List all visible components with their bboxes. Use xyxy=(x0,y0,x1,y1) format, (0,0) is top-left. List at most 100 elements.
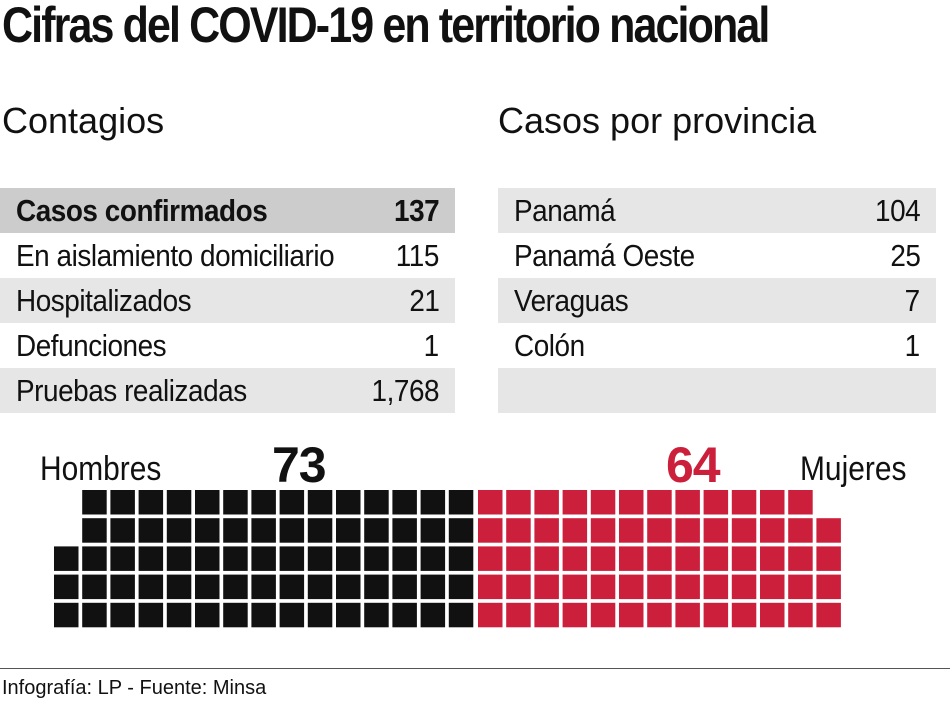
mujeres-square xyxy=(675,602,700,628)
hombres-square xyxy=(279,490,305,515)
footer-divider xyxy=(0,668,950,669)
row-value: 1 xyxy=(423,327,440,363)
hombres-square xyxy=(223,574,248,600)
provincia-table: Panamá 104 Panamá Oeste 25 Veraguas 7 Co… xyxy=(498,188,936,413)
row-label: Pruebas realizadas xyxy=(16,372,247,408)
hombres-count: 73 xyxy=(272,437,327,493)
hombres-square xyxy=(54,602,79,628)
row-label: Casos confirmados xyxy=(16,192,268,228)
mujeres-square xyxy=(675,546,700,571)
hombres-square xyxy=(166,602,192,628)
mujeres-square xyxy=(760,574,785,600)
mujeres-square xyxy=(675,518,700,543)
row-label: Colón xyxy=(514,327,585,363)
mujeres-square xyxy=(590,518,616,543)
table-row: Colón 1 xyxy=(498,323,936,368)
hombres-square xyxy=(138,574,164,600)
mujeres-square xyxy=(703,518,729,543)
mujeres-square xyxy=(731,490,757,515)
mujeres-square xyxy=(534,574,559,600)
mujeres-square xyxy=(506,490,531,515)
hombres-square xyxy=(307,602,333,628)
hombres-square xyxy=(195,574,220,600)
hombres-square xyxy=(82,546,107,571)
mujeres-square xyxy=(562,518,588,543)
row-value: 7 xyxy=(904,282,921,318)
hombres-square xyxy=(448,546,474,571)
hombres-square xyxy=(448,490,474,515)
hombres-square xyxy=(279,602,305,628)
hombres-square xyxy=(110,546,135,571)
row-label: Defunciones xyxy=(16,327,167,363)
hombres-square xyxy=(195,602,220,628)
mujeres-square xyxy=(731,546,757,571)
hombres-square xyxy=(82,518,107,543)
mujeres-square xyxy=(478,518,503,543)
hombres-square xyxy=(251,574,276,600)
table-row: Veraguas 7 xyxy=(498,278,936,323)
mujeres-square xyxy=(478,602,503,628)
hombres-square xyxy=(420,490,446,515)
hombres-square xyxy=(448,574,474,600)
table-row: Casos confirmados 137 xyxy=(0,188,455,233)
mujeres-square xyxy=(647,574,672,600)
hombres-square xyxy=(110,490,135,515)
provincia-title: Casos por provincia xyxy=(498,100,817,141)
hombres-square xyxy=(223,490,248,515)
hombres-square xyxy=(110,518,135,543)
hombres-square xyxy=(138,546,164,571)
mujeres-square xyxy=(478,490,503,515)
hombres-square xyxy=(54,546,79,571)
mujeres-square xyxy=(562,546,588,571)
row-label: Panamá Oeste xyxy=(514,237,695,273)
mujeres-square xyxy=(619,602,644,628)
mujeres-square xyxy=(562,574,588,600)
hombres-square xyxy=(420,574,446,600)
hombres-square xyxy=(307,574,333,600)
hombres-square xyxy=(392,518,417,543)
hombres-square xyxy=(364,546,389,571)
mujeres-square xyxy=(478,546,503,571)
hombres-square xyxy=(166,490,192,515)
hombres-square xyxy=(392,546,417,571)
mujeres-square xyxy=(703,602,729,628)
mujeres-square xyxy=(534,490,559,515)
mujeres-square xyxy=(760,546,785,571)
hombres-square xyxy=(364,602,389,628)
table-row xyxy=(498,368,936,413)
mujeres-square xyxy=(647,546,672,571)
mujeres-square xyxy=(816,602,841,628)
hombres-square xyxy=(336,546,361,571)
hombres-square xyxy=(364,518,389,543)
mujeres-square xyxy=(788,490,813,515)
hombres-label: Hombres xyxy=(40,450,162,488)
hombres-square xyxy=(448,602,474,628)
mujeres-square xyxy=(788,602,813,628)
mujeres-square xyxy=(760,518,785,543)
hombres-square xyxy=(195,490,220,515)
mujeres-square xyxy=(647,518,672,543)
mujeres-square xyxy=(478,574,503,600)
row-value: 21 xyxy=(408,282,440,318)
hombres-square xyxy=(448,518,474,543)
hombres-square xyxy=(336,518,361,543)
row-value: 1,768 xyxy=(371,372,439,408)
mujeres-square xyxy=(590,602,616,628)
mujeres-square xyxy=(731,602,757,628)
mujeres-square xyxy=(506,518,531,543)
table-row: Pruebas realizadas 1,768 xyxy=(0,368,455,413)
mujeres-square xyxy=(816,518,841,543)
hombres-square xyxy=(392,602,417,628)
hombres-square xyxy=(420,602,446,628)
mujeres-square xyxy=(703,546,729,571)
hombres-square xyxy=(279,574,305,600)
mujeres-square xyxy=(534,602,559,628)
contagios-table: Casos confirmados 137 En aislamiento dom… xyxy=(0,188,455,413)
hombres-square xyxy=(223,602,248,628)
hombres-square xyxy=(166,518,192,543)
table-row: Hospitalizados 21 xyxy=(0,278,455,323)
row-value: 104 xyxy=(874,192,921,228)
hombres-square xyxy=(336,602,361,628)
mujeres-square xyxy=(788,546,813,571)
